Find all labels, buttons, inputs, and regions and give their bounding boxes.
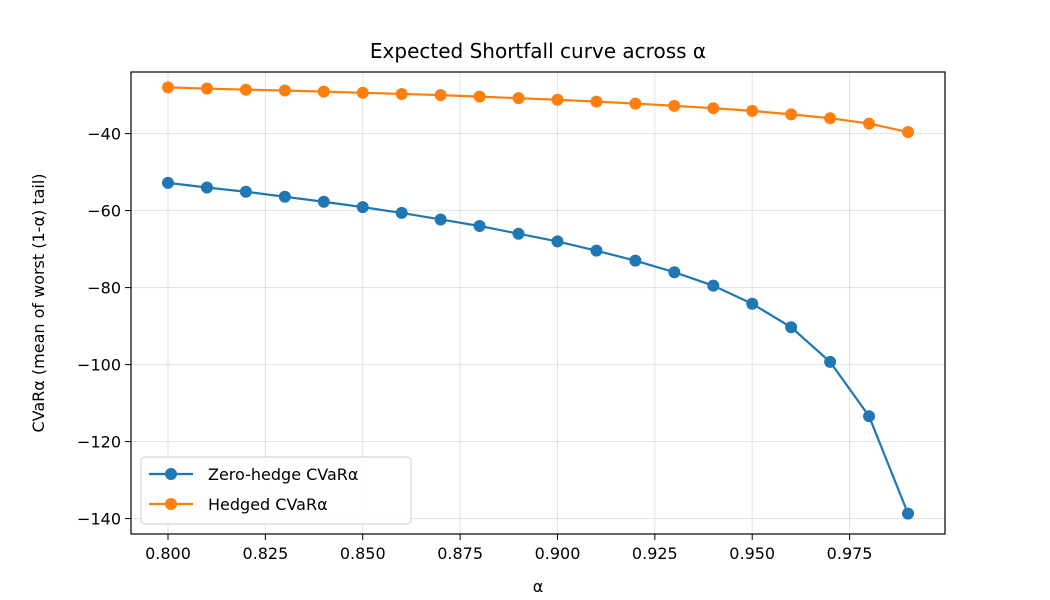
data-point-zero-hedge [746,297,759,310]
data-point-zero-hedge [785,321,798,334]
data-point-zero-hedge [512,227,525,240]
data-point-zero-hedge [395,206,408,219]
legend-box [140,456,412,525]
data-point-hedged [824,112,837,125]
y-tick-label: −60 [87,202,121,221]
x-tick-label: 0.825 [242,544,288,563]
data-point-zero-hedge [239,185,252,198]
y-tick-label: −120 [77,433,121,452]
data-point-zero-hedge [863,410,876,423]
data-point-hedged [239,83,252,96]
x-axis-label: α [533,577,544,596]
y-tick-label: −40 [87,125,121,144]
series-line-zero-hedge [167,181,910,514]
data-point-zero-hedge [902,507,914,520]
data-point-hedged [356,86,369,99]
x-tick-label: 0.875 [437,544,483,563]
data-point-hedged [512,92,525,105]
data-point-zero-hedge [162,176,174,189]
data-point-zero-hedge [551,235,564,248]
data-point-hedged [434,89,447,102]
x-tick-label: 0.975 [827,544,873,563]
series-line-hedged [167,86,909,134]
data-point-zero-hedge [200,181,213,194]
data-point-hedged [746,104,759,117]
x-tick-label: 0.800 [145,544,191,563]
x-axis-ticks: 0.800 0.825 0.850 0.875 0.900 0.925 0.950 0.975 [145,534,872,563]
series-layer [162,81,914,520]
data-point-zero-hedge [317,195,330,208]
legend-label-hedged: Hedged CVaRα [208,495,328,514]
data-point-zero-hedge [434,213,447,226]
data-point-zero-hedge [590,244,603,257]
data-point-hedged [473,90,486,103]
y-tick-label: −100 [77,356,121,375]
chart-title: Expected Shortfall curve across α [370,39,706,63]
data-point-hedged [707,102,720,115]
x-tick-label: 0.925 [632,544,678,563]
y-axis-ticks: −40 −60 −80 −100 −120 −140 [77,125,131,529]
data-point-hedged [278,84,291,97]
data-point-hedged [551,93,564,106]
y-axis-label: CVaRα (mean of worst (1-α) tail) [29,173,48,432]
data-point-hedged [395,87,408,100]
data-point-zero-hedge [824,355,837,368]
data-point-hedged [317,85,330,98]
data-point-hedged [629,97,642,110]
data-point-zero-hedge [629,254,642,267]
data-point-zero-hedge [356,201,369,214]
data-point-hedged [785,108,798,121]
data-point-hedged [668,99,681,112]
y-tick-label: −80 [87,279,121,298]
legend-marker-hedged [165,498,177,510]
legend-marker-zero-hedge [165,468,177,480]
x-tick-label: 0.850 [340,544,386,563]
data-point-hedged [590,95,603,108]
data-point-zero-hedge [473,220,486,232]
data-point-hedged [902,126,914,139]
data-point-hedged [162,81,174,94]
data-point-zero-hedge [278,190,291,203]
grid [131,72,945,534]
y-tick-label: −140 [77,510,121,529]
data-point-hedged [200,82,213,95]
legend: Zero-hedge CVaRα Hedged CVaRα [140,456,412,525]
data-point-zero-hedge [668,266,681,279]
x-tick-label: 0.950 [729,544,775,563]
x-tick-label: 0.900 [535,544,581,563]
plot-frame [130,71,946,535]
legend-label-zero-hedge: Zero-hedge CVaRα [208,465,358,484]
data-point-zero-hedge [707,279,720,292]
data-point-hedged [863,117,876,130]
